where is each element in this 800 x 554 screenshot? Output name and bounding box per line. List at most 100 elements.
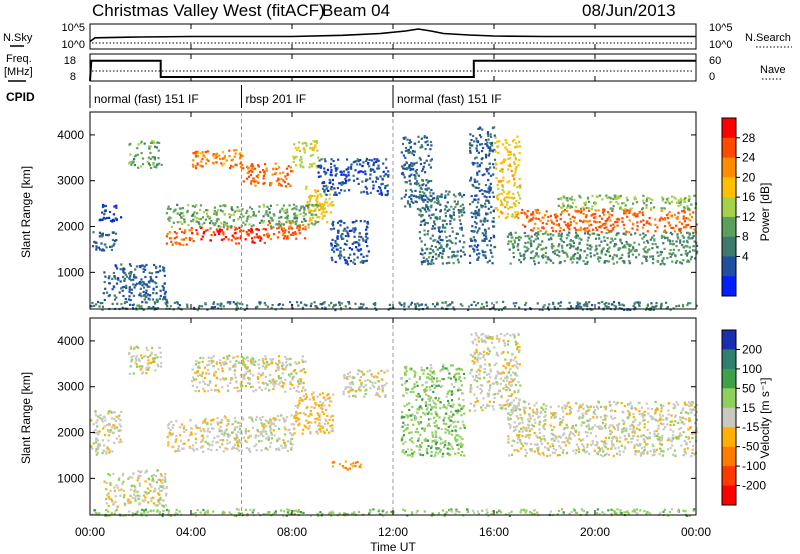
heatmap-cell bbox=[128, 303, 132, 306]
heatmap-cell bbox=[563, 208, 567, 212]
heatmap-cell bbox=[278, 438, 281, 441]
heatmap-cell bbox=[114, 277, 117, 280]
heatmap-cell bbox=[480, 204, 483, 207]
heatmap-cell bbox=[289, 357, 292, 360]
heatmap-cell bbox=[219, 362, 222, 365]
heatmap-cell bbox=[477, 151, 480, 154]
heatmap-cell bbox=[250, 230, 253, 233]
heatmap-cell bbox=[122, 294, 125, 298]
heatmap-cell bbox=[342, 392, 345, 396]
heatmap-cell bbox=[687, 302, 690, 305]
heatmap-cell bbox=[299, 212, 302, 216]
heatmap-cell bbox=[433, 197, 436, 200]
heatmap-cell bbox=[309, 154, 312, 157]
heatmap-cell bbox=[485, 196, 488, 199]
heatmap-cell bbox=[158, 478, 162, 481]
heatmap-cell bbox=[253, 236, 256, 239]
heatmap-cell bbox=[174, 208, 177, 211]
heatmap-cell bbox=[284, 433, 287, 436]
heatmap-cell bbox=[226, 442, 229, 445]
heatmap-cell bbox=[362, 373, 366, 376]
heatmap-cell bbox=[236, 434, 239, 437]
heatmap-cell bbox=[250, 167, 253, 170]
heatmap-cell bbox=[434, 430, 437, 433]
heatmap-cell bbox=[294, 214, 297, 217]
heatmap-cell bbox=[268, 220, 271, 223]
heatmap-cell bbox=[646, 304, 649, 307]
heatmap-cell bbox=[212, 306, 215, 309]
heatmap-cell bbox=[298, 399, 301, 402]
heatmap-cell bbox=[192, 376, 195, 379]
heatmap-cell bbox=[687, 231, 690, 234]
heatmap-cell bbox=[317, 175, 321, 178]
heatmap-cell bbox=[343, 242, 346, 245]
heatmap-cell bbox=[402, 173, 405, 176]
heatmap-cell bbox=[500, 308, 503, 311]
heatmap-cell bbox=[608, 246, 611, 249]
heatmap-cell bbox=[266, 213, 270, 216]
heatmap-cell bbox=[194, 432, 197, 435]
heatmap-cell bbox=[339, 252, 342, 255]
heatmap-cell bbox=[144, 471, 147, 474]
heatmap-cell bbox=[608, 216, 611, 219]
heatmap-cell bbox=[411, 150, 415, 153]
heatmap-cell bbox=[264, 419, 267, 422]
heatmap-cell bbox=[507, 240, 510, 243]
heatmap-cell bbox=[265, 365, 268, 368]
heatmap-cell bbox=[692, 231, 695, 234]
heatmap-cell bbox=[523, 245, 526, 248]
heatmap-cell bbox=[458, 215, 461, 218]
heatmap-cell bbox=[132, 278, 135, 281]
heatmap-cell bbox=[234, 152, 237, 155]
heatmap-cell bbox=[404, 146, 408, 149]
heatmap-cell bbox=[411, 455, 414, 458]
heatmap-cell bbox=[377, 164, 380, 167]
heatmap-cell bbox=[606, 219, 609, 222]
heatmap-cell bbox=[244, 223, 247, 226]
heatmap-cell bbox=[297, 146, 300, 149]
heatmap-cell bbox=[221, 370, 224, 373]
heatmap-cell bbox=[195, 386, 199, 389]
heatmap-cell bbox=[286, 211, 289, 214]
heatmap-cell bbox=[418, 184, 421, 187]
heatmap-cell bbox=[348, 178, 351, 181]
heatmap-cell bbox=[340, 236, 343, 239]
heatmap-cell bbox=[461, 304, 464, 307]
heatmap-cell bbox=[551, 243, 554, 246]
heatmap-cell bbox=[445, 367, 448, 370]
heatmap-cell bbox=[189, 419, 192, 422]
heatmap-cell bbox=[192, 449, 195, 452]
heatmap-cell bbox=[444, 219, 447, 222]
heatmap-cell bbox=[264, 382, 267, 385]
heatmap-cell bbox=[601, 300, 604, 304]
heatmap-cell bbox=[614, 306, 617, 309]
noise-left-tick-top: 10^5 bbox=[61, 22, 85, 34]
heatmap-cell bbox=[576, 246, 580, 249]
heatmap-cell bbox=[304, 219, 307, 222]
heatmap-cell bbox=[213, 157, 216, 160]
heatmap-cell bbox=[412, 441, 415, 444]
heatmap-cell bbox=[289, 225, 292, 228]
heatmap-cell bbox=[659, 306, 663, 309]
heatmap-cell bbox=[507, 207, 510, 210]
heatmap-cell bbox=[250, 416, 253, 419]
heatmap-cell bbox=[366, 237, 369, 240]
heatmap-cell bbox=[288, 225, 291, 229]
heatmap-cell bbox=[690, 226, 693, 229]
heatmap-cell bbox=[108, 275, 111, 278]
heatmap-cell bbox=[562, 228, 565, 231]
heatmap-cell bbox=[186, 209, 189, 212]
heatmap-cell bbox=[302, 224, 305, 227]
heatmap-cell bbox=[340, 254, 343, 258]
heatmap-cell bbox=[253, 445, 256, 448]
heatmap-cell bbox=[364, 393, 367, 396]
heatmap-cell bbox=[293, 212, 296, 215]
heatmap-cell bbox=[560, 234, 563, 237]
heatmap-cell bbox=[286, 218, 289, 221]
heatmap-cell bbox=[511, 236, 514, 239]
heatmap-cell bbox=[207, 356, 210, 359]
heatmap-cell bbox=[312, 146, 315, 149]
heatmap-cell bbox=[623, 212, 626, 215]
heatmap-cell bbox=[472, 212, 475, 215]
heatmap-cell bbox=[431, 227, 434, 230]
